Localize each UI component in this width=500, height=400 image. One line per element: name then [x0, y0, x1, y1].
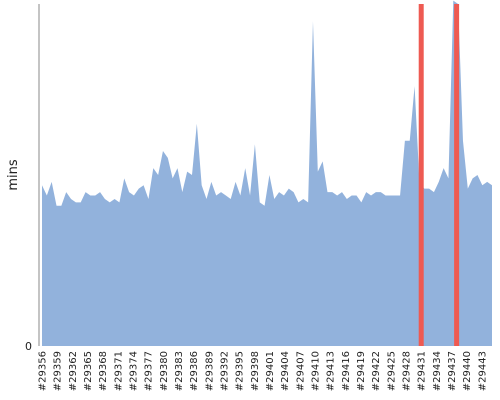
x-tick-label: #29404	[280, 351, 291, 391]
x-tick-label: #29440	[462, 351, 473, 391]
x-axis-ticks: #29356 #29359 #29362 #29365 #29368 #29371 #293…	[38, 351, 489, 391]
x-tick-label: #29410	[311, 351, 322, 391]
x-tick-label: #29401	[265, 351, 276, 391]
x-tick-label: #29431	[417, 351, 428, 391]
failure-markers	[418, 4, 460, 346]
failed-build-marker	[418, 4, 424, 346]
x-tick-label: #29437	[447, 351, 458, 391]
x-tick-label: #29425	[386, 351, 397, 391]
x-tick-label: #29356	[38, 351, 49, 391]
x-tick-label: #29389	[204, 351, 215, 391]
x-tick-label: #29416	[341, 351, 352, 391]
x-tick-label: #29395	[235, 351, 246, 391]
x-tick-label: #29380	[159, 351, 170, 391]
x-tick-label: #29374	[129, 351, 140, 391]
y-tick-label: 0	[25, 340, 32, 353]
x-tick-label: #29413	[326, 351, 337, 391]
y-axis-label: mins	[6, 159, 21, 191]
x-tick-label: #29365	[83, 351, 94, 391]
failed-build-marker	[454, 4, 460, 346]
x-tick-label: #29362	[68, 351, 79, 391]
x-tick-label: #29377	[144, 351, 155, 391]
x-tick-label: #29386	[189, 351, 200, 391]
x-tick-label: #29407	[295, 351, 306, 391]
x-tick-label: #29434	[432, 351, 443, 391]
x-tick-label: #29419	[356, 351, 367, 391]
x-tick-label: #29392	[220, 351, 231, 391]
x-tick-label: #29359	[53, 351, 64, 391]
x-tick-label: #29398	[250, 351, 261, 391]
x-tick-label: #29422	[371, 351, 382, 391]
plot-area	[42, 0, 492, 347]
duration-area	[42, 0, 492, 347]
x-tick-label: #29383	[174, 351, 185, 391]
x-tick-label: #29443	[477, 351, 488, 391]
x-tick-label: #29371	[113, 351, 124, 391]
x-tick-label: #29368	[98, 351, 109, 391]
x-tick-label: #29428	[402, 351, 413, 391]
